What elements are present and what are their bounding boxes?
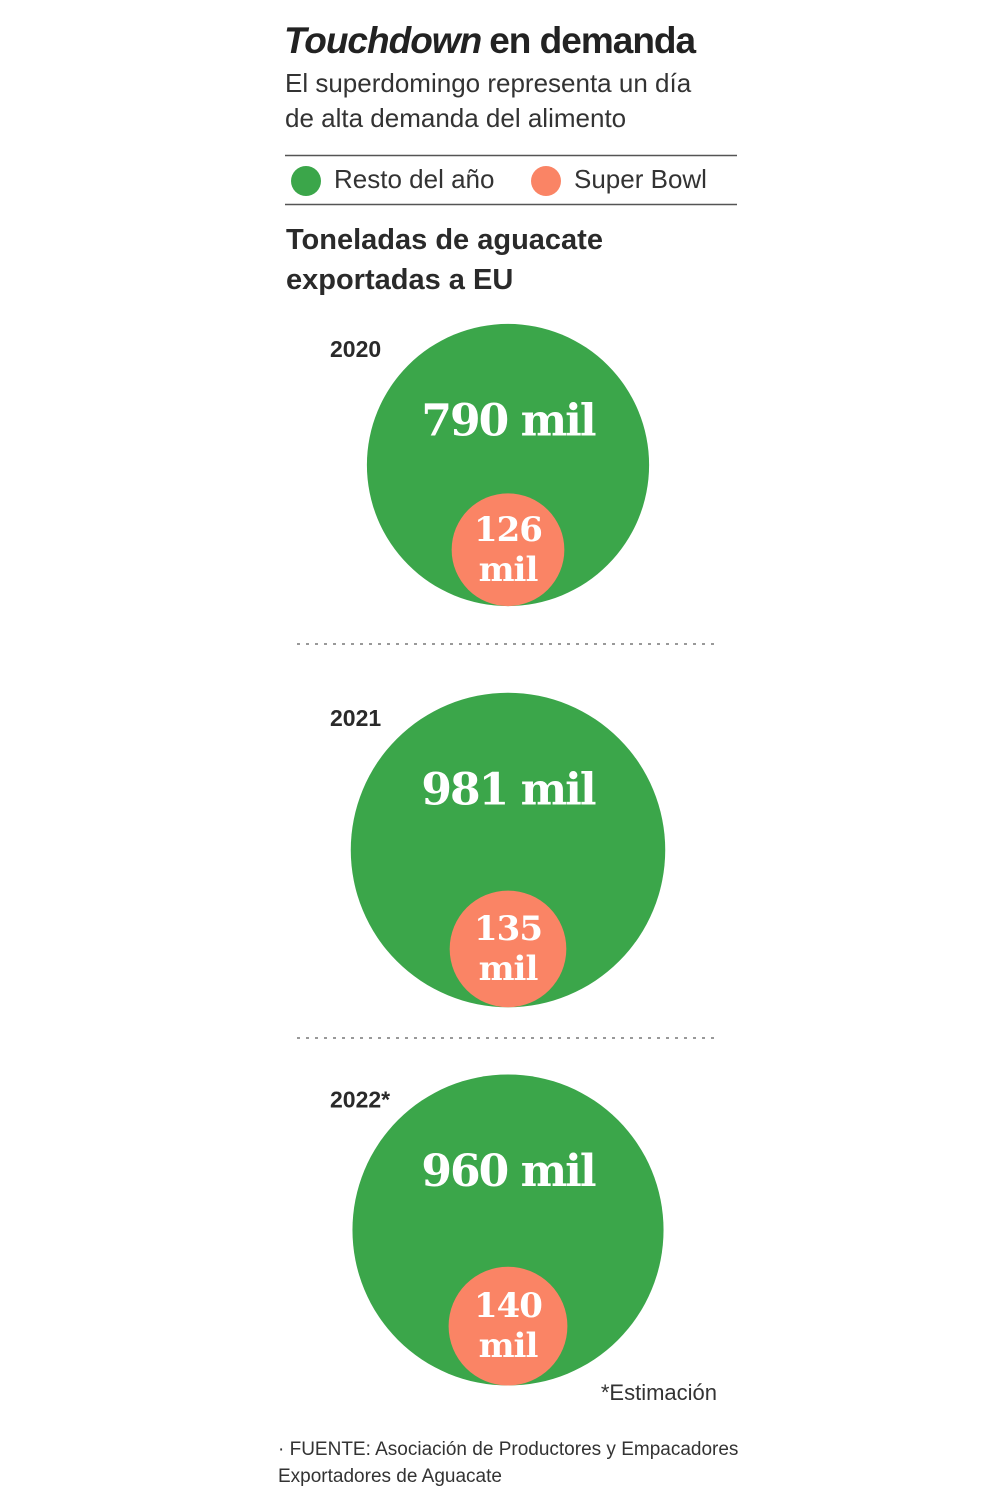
value-label-box: 140 mil	[449, 1267, 568, 1386]
title-italic: Touchdown	[284, 20, 482, 61]
value-label: 140 mil	[473, 1286, 543, 1367]
value-label: 960 mil	[421, 1146, 595, 1197]
bubble-inner	[449, 890, 567, 1008]
bubble-inner	[451, 493, 565, 607]
value-label-wrap: 140 mil	[449, 1267, 568, 1386]
title-rest: en demanda	[489, 20, 696, 61]
value-label: 790 mil	[421, 395, 595, 446]
value-label-box: 135 mil	[450, 891, 567, 1008]
value-label: 135 mil	[474, 908, 543, 989]
measure-label: Toneladas de aguacate exportadas a EU	[286, 224, 603, 296]
bubble-outer	[366, 323, 650, 607]
bubble-outer	[350, 692, 666, 1008]
subtitle: El superdomingo representa un día de alt…	[285, 68, 692, 133]
category-label: 2021	[330, 705, 381, 731]
value-label-box: 126 mil	[452, 493, 565, 606]
value-label: 126 mil	[473, 509, 543, 590]
source: · FUENTE: Asociación de Productores y Em…	[278, 1439, 739, 1487]
category-label: 2020	[330, 336, 381, 362]
category-label: 2022*	[330, 1087, 390, 1113]
value-label-wrap: 126 mil	[452, 493, 565, 606]
value-label: 981 mil	[421, 764, 595, 815]
legend-swatch	[531, 166, 561, 196]
legend-label: Resto del año	[334, 164, 494, 194]
bubble-inner	[448, 1266, 568, 1386]
legend-swatch	[291, 166, 321, 196]
note: *Estimación	[600, 1380, 717, 1405]
value-label-wrap: 135 mil	[450, 891, 567, 1008]
legend-label: Super Bowl	[574, 164, 707, 194]
bubble-outer	[352, 1074, 664, 1386]
chart-title: Touchdown en demanda	[284, 20, 696, 62]
